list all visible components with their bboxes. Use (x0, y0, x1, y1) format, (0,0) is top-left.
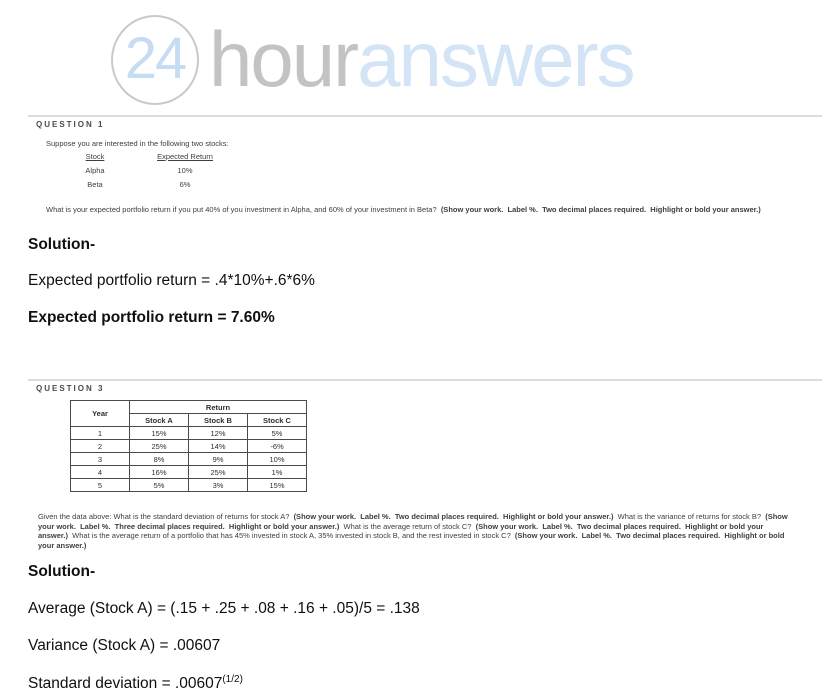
year-cell: 1 (70, 426, 130, 440)
table-row: 4 16% 25% 1% (70, 465, 307, 479)
stock-a-cell: 25% (129, 439, 189, 453)
table-group-header-row: Year Return (70, 400, 307, 427)
section-divider-q1 (28, 115, 822, 117)
stock-a-cell: 5% (129, 478, 189, 492)
table-header-row: Stock A Stock B Stock C (71, 413, 307, 427)
table-row: 2 25% 14% -6% (70, 439, 307, 453)
year-cell: 4 (70, 465, 130, 479)
solution3-average-line: Average (Stock A) = (.15 + .25 + .08 + .… (28, 600, 420, 617)
solution1-answer-line: Expected portfolio return = 7.60% (28, 309, 275, 326)
prompt-segment: What is your expected portfolio return i… (46, 205, 441, 214)
prompt-instructions: (Show your work. Label %. Two decimal pl… (38, 531, 787, 550)
stock-b-cell: 14% (188, 439, 248, 453)
solution3-sd-line: Standard deviation = .00607(1/2) (28, 674, 243, 693)
stock-b-cell: 12% (188, 426, 248, 440)
prompt-instructions: (Show your work. Label %. Three decimal … (38, 512, 790, 531)
stock-name: Alpha (85, 166, 105, 175)
logo-hour-text: hour (209, 15, 359, 103)
sd-line-base: Standard deviation = .00607 (28, 675, 223, 692)
prompt-instructions: (Show your work. Label %. Two decimal pl… (38, 521, 766, 541)
question1-prompt: What is your expected portfolio return i… (46, 205, 761, 215)
returns-table: Year Return Stock A Stock B Stock C 1 15… (70, 400, 307, 492)
question3-header: QUESTION 3 (36, 384, 105, 393)
logo-circle: 24 (111, 14, 199, 105)
logo-wordmark: houranswers (209, 14, 636, 105)
stock-a-cell: 15% (129, 426, 189, 440)
prompt-segment: What is the average return of a portfoli… (68, 531, 515, 540)
site-logo: 24 houranswers (111, 14, 636, 105)
solution1-title: Solution- (28, 236, 96, 253)
stock-b-cell: 3% (188, 478, 248, 492)
stock-name: Beta (87, 180, 103, 189)
question3-prompt: Given the data above: What is the standa… (38, 512, 794, 550)
stock-a-cell: 16% (129, 465, 189, 479)
prompt-segment: What is the variance of returns for stoc… (613, 512, 766, 521)
sd-exponent: (1/2) (222, 674, 243, 685)
stock-b-cell: 9% (188, 452, 248, 466)
year-cell: 2 (70, 439, 130, 453)
expected-return-column-header: Expected Return (157, 152, 213, 161)
table-row: 3 8% 9% 10% (70, 452, 307, 466)
table-row: 5 5% 3% 15% (70, 478, 307, 492)
stock-a-cell: 8% (129, 452, 189, 466)
solution3-title: Solution- (28, 563, 96, 580)
stock-table-row-alpha: Alpha 10% (65, 166, 245, 176)
stock-c-cell: 5% (247, 426, 307, 440)
year-column-header: Year (70, 400, 130, 427)
question1-header: QUESTION 1 (36, 120, 105, 129)
year-cell: 3 (70, 452, 130, 466)
solution3-variance-line: Variance (Stock A) = .00607 (28, 637, 221, 654)
stock-table-header-row: Stock Expected Return (65, 152, 245, 162)
logo-answers-text: answers (357, 15, 635, 103)
year-cell: 5 (70, 478, 130, 492)
stock-c-cell: 1% (247, 465, 307, 479)
stock-a-header: Stock A (129, 413, 189, 427)
stock-return: 10% (177, 166, 193, 175)
return-group-header: Return (129, 400, 307, 414)
question1-intro: Suppose you are interested in the follow… (46, 139, 229, 148)
section-divider-q3 (28, 379, 822, 381)
prompt-instructions: (Show your work. Label %. Two decimal pl… (293, 512, 614, 521)
stock-c-cell: -6% (247, 439, 307, 453)
solution1-work-line: Expected portfolio return = .4*10%+.6*6% (28, 272, 315, 289)
stock-b-header: Stock B (188, 413, 248, 427)
table-row: 1 15% 12% 5% (70, 426, 307, 440)
stock-c-cell: 15% (247, 478, 307, 492)
stock-c-cell: 10% (247, 452, 307, 466)
prompt-segment: Given the data above: What is the standa… (38, 512, 294, 521)
stock-c-header: Stock C (247, 413, 307, 427)
stock-table-row-beta: Beta 6% (65, 180, 245, 190)
stock-column-header: Stock (85, 152, 105, 161)
stock-return: 6% (179, 180, 191, 189)
stock-b-cell: 25% (188, 465, 248, 479)
prompt-instructions: (Show your work. Label %. Two decimal pl… (440, 205, 761, 214)
logo-24-text: 24 (124, 26, 187, 91)
prompt-segment: What is the average return of stock C? (339, 521, 476, 531)
